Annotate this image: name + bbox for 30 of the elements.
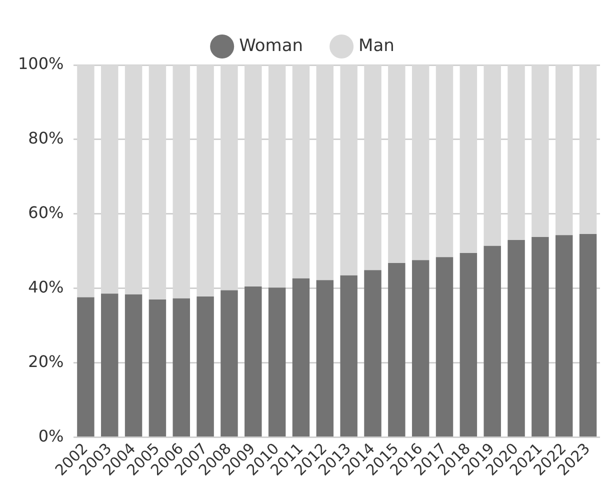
bar <box>484 246 501 437</box>
bar <box>101 294 118 437</box>
y-tick-label: 80% <box>28 128 64 148</box>
bar <box>556 235 573 437</box>
bar <box>340 275 358 437</box>
bar <box>172 298 190 437</box>
bar <box>388 263 406 437</box>
bar <box>196 296 214 437</box>
bar <box>220 290 238 437</box>
bar <box>148 300 166 437</box>
bar <box>460 253 478 437</box>
bar <box>292 278 310 437</box>
bar <box>77 297 94 437</box>
y-tick-label: 40% <box>28 278 64 297</box>
y-tick-label: 0% <box>38 426 64 446</box>
bar <box>124 294 142 437</box>
legend-label: Woman <box>239 36 304 56</box>
bar <box>508 240 525 437</box>
bar <box>316 280 334 437</box>
bar <box>268 288 286 437</box>
y-tick-label: 100% <box>18 54 64 74</box>
y-tick-label: 60% <box>28 203 64 222</box>
legend-label: Man <box>358 36 394 56</box>
bar <box>244 286 262 437</box>
bar <box>364 270 382 437</box>
y-tick-label: 20% <box>28 352 64 371</box>
bar <box>436 257 454 437</box>
bar <box>412 260 430 437</box>
bar <box>532 236 549 437</box>
bar <box>579 234 597 437</box>
